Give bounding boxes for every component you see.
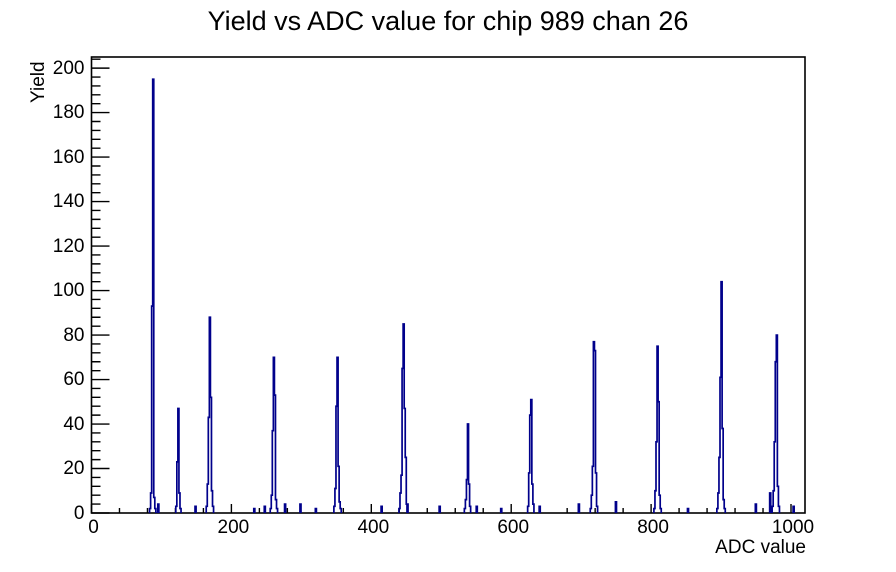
x-tick-label: 400 — [357, 517, 390, 538]
y-tick-label: 0 — [73, 502, 85, 524]
y-tick-label: 40 — [63, 413, 85, 435]
x-tick-label: 600 — [497, 517, 530, 538]
y-tick-label: 160 — [52, 146, 85, 168]
y-tick-label: 200 — [52, 57, 85, 79]
y-tick-label: 140 — [52, 191, 85, 213]
x-tick-label: 200 — [217, 517, 250, 538]
histogram-line — [148, 78, 796, 513]
chart-title: Yield vs ADC value for chip 989 chan 26 — [207, 6, 689, 36]
y-tick-label: 20 — [63, 458, 85, 479]
y-tick-label: 100 — [52, 280, 85, 302]
y-tick-label: 60 — [63, 369, 85, 391]
x-tick-label: 1000 — [771, 517, 815, 538]
x-tick-label: 0 — [88, 517, 99, 538]
plot-frame — [90, 56, 806, 514]
y-tick-label: 80 — [63, 324, 85, 346]
axis-ticks — [90, 58, 792, 514]
x-axis-title: ADC value — [715, 537, 806, 558]
y-tick-label: 180 — [52, 102, 85, 124]
x-tick-label: 800 — [637, 517, 669, 538]
y-tick-label: 120 — [52, 235, 85, 257]
